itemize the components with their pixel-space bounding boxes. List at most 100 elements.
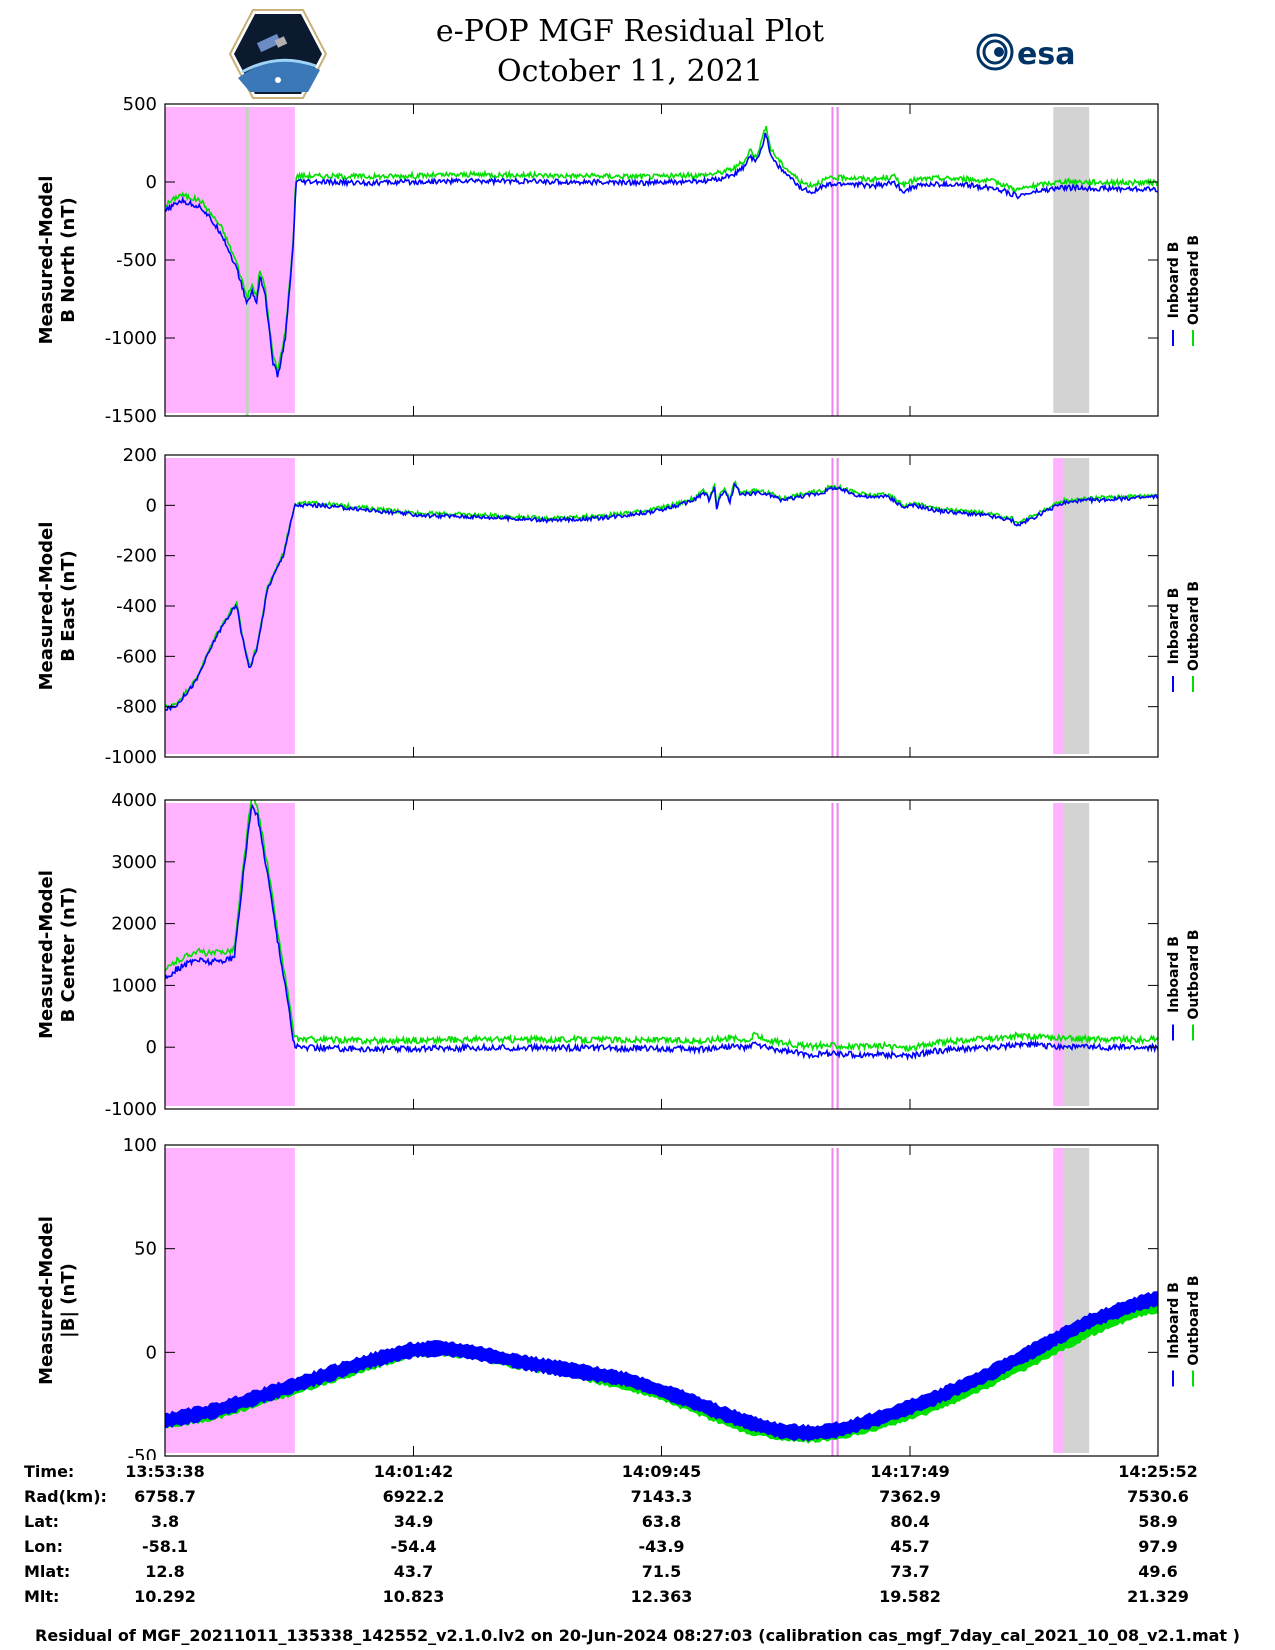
y-tick-label: -50	[128, 1446, 157, 1460]
svg-text:esa: esa	[1017, 37, 1075, 72]
ephemeris-value: 10.823	[382, 1587, 445, 1606]
ephemeris-value: 49.6	[1138, 1562, 1178, 1581]
legend-outboard: Outboard B	[1186, 581, 1202, 671]
y-tick-label: -1500	[105, 406, 157, 427]
y-tick-label: -200	[116, 546, 157, 567]
y-tick-label: 0	[146, 1342, 157, 1363]
y-tick-label: -400	[116, 596, 157, 617]
series-inboard-line	[165, 132, 1158, 378]
legend-inboard: Inboard B	[1166, 242, 1182, 319]
y-tick-label: 1000	[111, 975, 157, 996]
y-axis-label: Measured-ModelB East (nT)	[36, 522, 79, 691]
y-axis-label: Measured-ModelB North (nT)	[36, 176, 79, 345]
ephemeris-value: 14:01:42	[373, 1462, 454, 1481]
ephemeris-value: 7362.9	[879, 1487, 941, 1506]
ephemeris-value: 10.292	[134, 1587, 196, 1606]
chart-title: e-POP MGF Residual Plot	[435, 14, 825, 49]
legend-outboard: Outboard B	[1186, 929, 1202, 1019]
legend-inboard: Inboard B	[1166, 588, 1182, 665]
ephemeris-value: 97.9	[1138, 1537, 1178, 1556]
series-outboard-line	[165, 480, 1158, 709]
ephemeris-row-label: Lon:	[24, 1537, 63, 1556]
ephemeris-value: -43.9	[638, 1537, 685, 1556]
ephemeris-value: -58.1	[141, 1537, 189, 1556]
ephemeris-value: 45.7	[890, 1537, 930, 1556]
series-outboard-line	[165, 800, 1158, 1053]
y-tick-label: 0	[146, 495, 157, 516]
ephemeris-value: 3.8	[150, 1512, 180, 1531]
ephemeris-value: 6758.7	[134, 1487, 196, 1506]
y-tick-label: 200	[123, 445, 157, 466]
ephemeris-value: 14:09:45	[621, 1462, 702, 1481]
ephemeris-row-label: Lat:	[24, 1512, 60, 1531]
ephemeris-value: 80.4	[890, 1512, 930, 1531]
series-inboard-line	[165, 482, 1158, 712]
ephemeris-row-label: Mlt:	[24, 1587, 60, 1606]
panel-4: 100 50 0 -50 Measured-Model|B| (nT) Inboard B…	[36, 1135, 1202, 1460]
y-tick-label: -500	[116, 250, 157, 271]
cassiope-logo	[228, 9, 328, 99]
ephemeris-value: 13:53:38	[125, 1462, 205, 1481]
ephemeris-row-label: Mlat:	[24, 1562, 71, 1581]
series-inboard-band	[165, 1291, 1158, 1442]
plot-frame	[164, 799, 1159, 1110]
y-tick-label: 2000	[111, 914, 157, 935]
magenta-shaded-region	[165, 458, 295, 754]
ephemeris-value: 19.582	[879, 1587, 941, 1606]
y-tick-label: 500	[123, 94, 157, 115]
y-tick-label: 100	[123, 1135, 157, 1156]
ephemeris-value: 58.9	[1138, 1512, 1178, 1531]
plot-frame	[164, 454, 1159, 758]
ephemeris-value: 7530.6	[1127, 1487, 1189, 1506]
ephemeris-row-label: Rad(km):	[24, 1487, 107, 1506]
panel-1: 500 0 -500 -1000 -1500 Measured-ModelB North …	[36, 94, 1202, 427]
ephemeris-value: 6922.2	[382, 1487, 445, 1506]
y-axis-label: Measured-Model|B| (nT)	[36, 1216, 79, 1385]
legend-inboard: Inboard B	[1166, 1282, 1182, 1359]
ephemeris-value: 21.329	[1127, 1587, 1189, 1606]
y-tick-label: 50	[134, 1239, 157, 1260]
ephemeris-row-label: Time:	[24, 1462, 75, 1481]
ephemeris-value: 43.7	[393, 1562, 434, 1581]
panel-3: 4000 3000 2000 1000 0 -1000 Measured-ModelB Ce…	[36, 790, 1202, 1120]
plot-frame	[164, 103, 1159, 417]
magenta-shaded-region	[1053, 458, 1064, 754]
series-outboard-line	[165, 125, 1158, 372]
ephemeris-value: -54.4	[390, 1537, 437, 1556]
chart-date: October 11, 2021	[497, 54, 763, 89]
legend-inboard: Inboard B	[1166, 936, 1182, 1013]
plot-frame	[164, 1144, 1159, 1457]
y-tick-label: 3000	[111, 852, 157, 873]
y-axis-label: Measured-ModelB Center (nT)	[36, 870, 79, 1039]
ephemeris-value: 73.7	[890, 1562, 930, 1581]
legend-outboard: Outboard B	[1186, 235, 1202, 325]
y-tick-label: -600	[116, 646, 157, 667]
y-tick-label: 0	[146, 1037, 157, 1058]
magenta-shaded-region	[1053, 1148, 1064, 1453]
panel-2: 200 0 -200 -400 -600 -800 -1000 Measured-ModelB…	[36, 445, 1202, 768]
legend-outboard: Outboard B	[1186, 1275, 1202, 1365]
gray-shaded-region	[1053, 107, 1090, 413]
esa-logo: esa	[976, 33, 1075, 72]
series-inboard-line	[165, 803, 1158, 1062]
y-tick-label: -1000	[105, 1099, 157, 1120]
y-tick-label: -800	[116, 697, 157, 718]
y-tick-label: 4000	[111, 790, 157, 811]
ephemeris-value: 12.363	[630, 1587, 693, 1606]
ephemeris-value: 34.9	[393, 1512, 434, 1531]
ephemeris-value: 14:17:49	[870, 1462, 950, 1481]
ephemeris-value: 63.8	[641, 1512, 682, 1531]
ephemeris-value: 14:25:52	[1118, 1462, 1198, 1481]
ephemeris-value: 7143.3	[630, 1487, 693, 1506]
ephemeris-value: 71.5	[641, 1562, 682, 1581]
y-tick-label: -1000	[105, 328, 157, 349]
y-tick-label: -1000	[105, 747, 157, 768]
footer-caption: Residual of MGF_20211011_135338_142552_v…	[35, 1626, 1240, 1645]
magenta-shaded-region	[1053, 803, 1064, 1106]
ephemeris-table: Time: Rad(km): Lat: Lon: Mlat: Mlt: 13:53:38 67…	[0, 1462, 1275, 1622]
series-outboard-band	[165, 1300, 1158, 1444]
y-tick-label: 0	[146, 172, 157, 193]
ephemeris-value: 12.8	[145, 1562, 185, 1581]
